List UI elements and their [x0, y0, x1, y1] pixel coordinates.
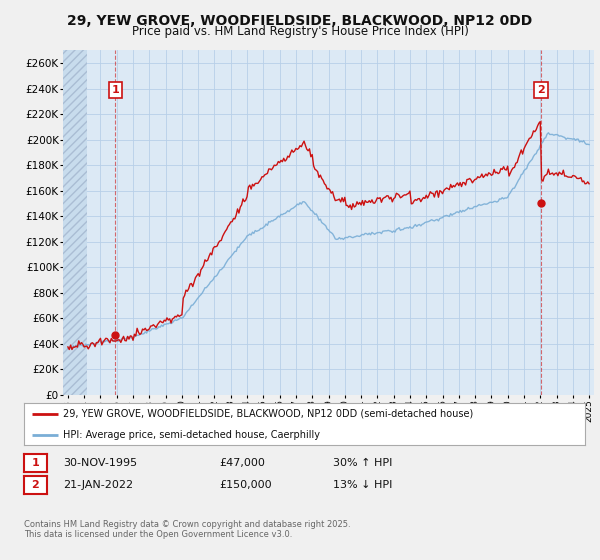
Text: £150,000: £150,000 — [219, 480, 272, 490]
Text: 29, YEW GROVE, WOODFIELDSIDE, BLACKWOOD, NP12 0DD: 29, YEW GROVE, WOODFIELDSIDE, BLACKWOOD,… — [67, 14, 533, 28]
Bar — [63, 50, 87, 395]
Text: 30% ↑ HPI: 30% ↑ HPI — [333, 458, 392, 468]
Text: 2: 2 — [32, 480, 39, 490]
Text: 2: 2 — [537, 85, 545, 95]
Text: 1: 1 — [112, 85, 119, 95]
Text: 13% ↓ HPI: 13% ↓ HPI — [333, 480, 392, 490]
Text: Contains HM Land Registry data © Crown copyright and database right 2025.
This d: Contains HM Land Registry data © Crown c… — [24, 520, 350, 539]
Text: 30-NOV-1995: 30-NOV-1995 — [63, 458, 137, 468]
Text: Price paid vs. HM Land Registry's House Price Index (HPI): Price paid vs. HM Land Registry's House … — [131, 25, 469, 38]
Text: 1: 1 — [32, 458, 39, 468]
Text: HPI: Average price, semi-detached house, Caerphilly: HPI: Average price, semi-detached house,… — [63, 430, 320, 440]
Text: 21-JAN-2022: 21-JAN-2022 — [63, 480, 133, 490]
Text: £47,000: £47,000 — [219, 458, 265, 468]
Text: 29, YEW GROVE, WOODFIELDSIDE, BLACKWOOD, NP12 0DD (semi-detached house): 29, YEW GROVE, WOODFIELDSIDE, BLACKWOOD,… — [63, 409, 473, 419]
